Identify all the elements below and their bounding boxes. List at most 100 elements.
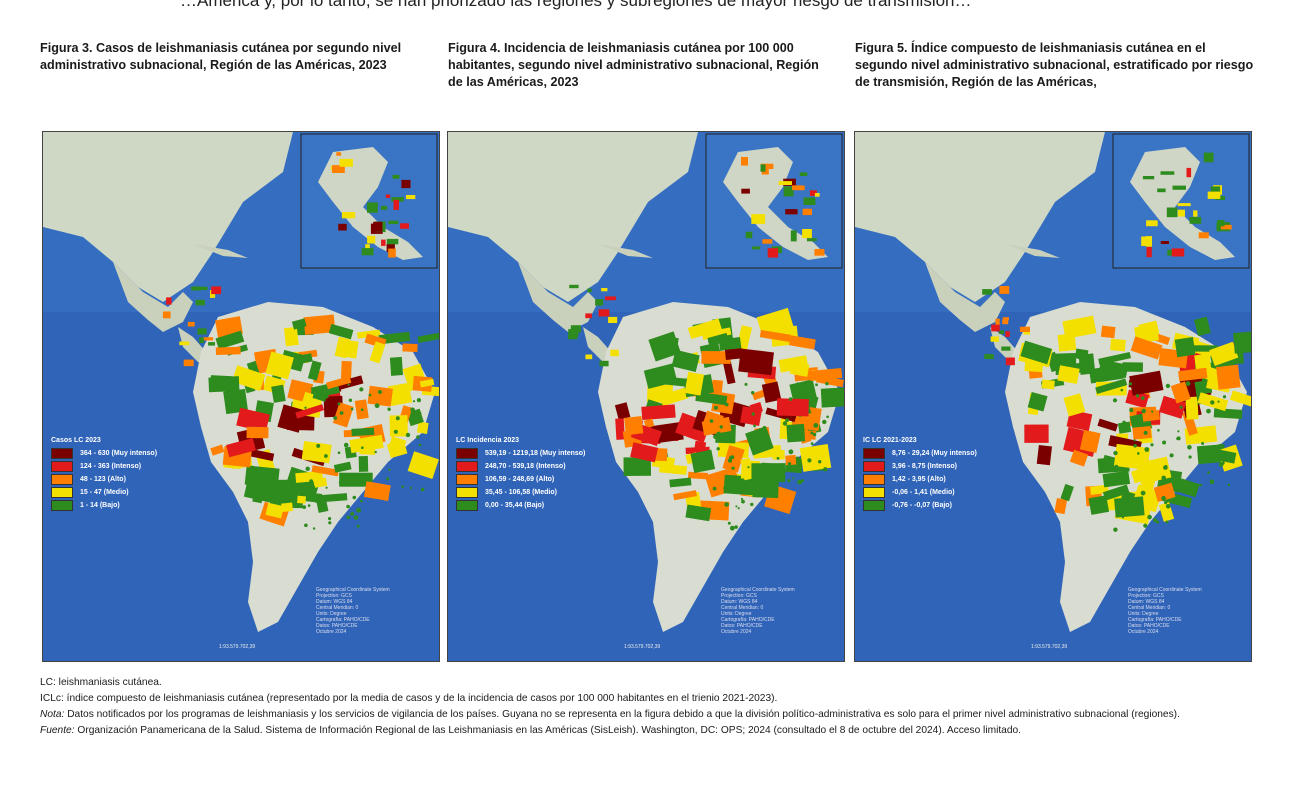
region-dot <box>812 432 817 437</box>
region-dot <box>1165 520 1169 524</box>
inset-region <box>367 235 376 244</box>
subnational-region <box>1125 389 1150 409</box>
region-dot <box>361 446 364 450</box>
legend-swatch <box>456 448 478 459</box>
subnational-region <box>687 318 722 340</box>
inset-region <box>1171 248 1185 257</box>
region-dot <box>785 418 789 422</box>
region-dot <box>328 521 332 525</box>
region-dot <box>795 382 801 387</box>
subnational-region <box>1020 340 1052 365</box>
subnational-region <box>1194 316 1211 337</box>
subnational-region <box>303 314 336 335</box>
subnational-region <box>300 391 314 410</box>
inset-land <box>318 147 423 260</box>
region-dot <box>312 527 316 530</box>
central-america-region <box>198 286 208 291</box>
central-america-region <box>990 336 999 342</box>
region-dot <box>755 473 761 479</box>
legend-label: 8,76 - 29,24 (Muy intenso) <box>892 450 977 457</box>
inset-region <box>361 247 374 256</box>
subnational-region <box>723 474 757 496</box>
region-dot <box>734 525 738 529</box>
inset-region <box>1193 210 1198 217</box>
legend-swatch <box>863 461 885 472</box>
region-dot <box>787 462 792 466</box>
map-scale: 1:93.579.702,39 <box>1031 644 1068 650</box>
region-dot <box>1161 495 1166 501</box>
legend-label: 1 - 14 (Bajo) <box>80 502 120 509</box>
inset-region <box>1172 185 1186 190</box>
inset-region <box>806 238 817 242</box>
region-dot <box>401 485 404 488</box>
region-dot <box>1137 452 1140 455</box>
region-dot <box>810 431 814 435</box>
note-fuente-text: Organización Panamericana de la Salud. S… <box>74 725 1021 736</box>
legend-label: -0,06 - 1,41 (Medio) <box>892 489 955 496</box>
region-dot <box>788 449 794 455</box>
inset-region <box>1166 207 1178 218</box>
subnational-region <box>738 348 774 376</box>
legend-swatch <box>456 487 478 498</box>
subnational-region <box>311 465 339 477</box>
inset-region <box>406 195 416 200</box>
inset-region <box>799 172 808 176</box>
subnational-region <box>1100 325 1116 339</box>
map-scale: 1:93.579.702,39 <box>219 644 256 650</box>
subnational-region <box>387 382 413 406</box>
inset-region <box>745 231 753 239</box>
legend-item: -0,76 - -0,07 (Bajo) <box>863 499 977 512</box>
subnational-region <box>1185 396 1199 420</box>
region-dot <box>1134 510 1138 514</box>
region-dot <box>350 407 354 411</box>
central-america-region <box>585 354 593 360</box>
legend-label: 364 - 630 (Muy intenso) <box>80 450 158 457</box>
region-dot <box>337 451 341 455</box>
subnational-region <box>407 451 439 480</box>
central-america-region <box>202 337 214 341</box>
central-america-region <box>585 313 592 319</box>
region-dot <box>1227 483 1230 486</box>
subnational-region <box>340 339 359 359</box>
region-dot <box>409 486 413 489</box>
subnational-region <box>624 416 644 436</box>
inset-region <box>1157 188 1166 193</box>
central-america-region <box>568 329 579 337</box>
central-america-region <box>601 288 608 292</box>
subnational-region <box>759 329 791 342</box>
central-america-region <box>995 318 1000 327</box>
region-dot <box>377 390 382 394</box>
inset-region <box>386 243 395 253</box>
central-america-region <box>1005 331 1010 337</box>
inset-region <box>341 212 356 219</box>
region-dot <box>752 433 758 439</box>
subnational-region <box>367 385 393 407</box>
inset-region <box>814 249 825 256</box>
region-dot <box>1153 518 1158 523</box>
central-america-region <box>599 360 609 367</box>
region-dot <box>1114 464 1119 469</box>
region-dot <box>1129 408 1134 413</box>
legend-label: 539,19 - 1219,18 (Muy intenso) <box>485 450 586 457</box>
region-dot <box>795 456 800 461</box>
figure-4-map: LC Incidencia 2023 539,19 - 1219,18 (Muy… <box>447 131 845 662</box>
inset-region <box>741 157 748 166</box>
subnational-region <box>659 463 688 475</box>
region-dot <box>735 505 738 508</box>
top-text: …América y, por lo tanto, se han prioriz… <box>180 0 972 10</box>
subnational-region <box>1027 392 1048 412</box>
legend-item: 8,76 - 29,24 (Muy intenso) <box>863 447 977 460</box>
note-nota: Nota: Datos notificados por los programa… <box>40 707 1270 723</box>
region-dot <box>740 497 744 501</box>
region-dot <box>1176 436 1181 441</box>
legend-swatch <box>456 461 478 472</box>
subnational-region <box>226 438 256 458</box>
inset-region <box>1186 167 1192 178</box>
region-dot <box>719 425 723 429</box>
subnational-region <box>1069 449 1089 467</box>
legend-item: 364 - 630 (Muy intenso) <box>51 447 157 460</box>
subnational-region <box>1177 478 1200 498</box>
region-dot <box>737 507 740 510</box>
region-dot <box>1125 467 1130 472</box>
region-dot <box>1169 453 1174 458</box>
